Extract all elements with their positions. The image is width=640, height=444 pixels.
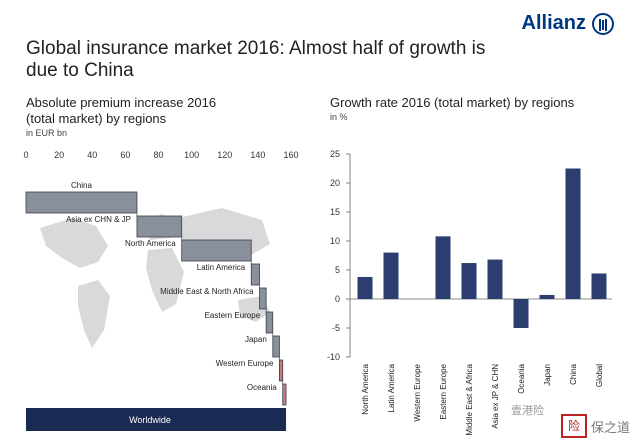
left-x-tick-label: 160 [283,150,298,160]
left-x-tick-label: 120 [217,150,232,160]
growth-bar [383,252,399,299]
growth-bar [461,263,477,299]
waterfall-category-label: North America [125,239,176,248]
left-x-tick-label: 140 [250,150,265,160]
growth-category-label: Global [595,364,604,387]
growth-category-label: Western Europe [413,363,422,421]
waterfall-category-label: Asia ex CHN & JP [66,215,131,224]
waterfall-category-label: Eastern Europe [205,311,261,320]
growth-bar [565,168,581,299]
waterfall-bar [136,215,183,238]
waterfall-bar [25,191,138,214]
right-y-tick-label: 0 [335,294,340,304]
waterfall-category-label: Worldwide [129,415,171,425]
brand: Allianz [522,12,614,35]
growth-bar [435,236,451,299]
growth-category-label: China [569,363,578,384]
waterfall-bar [250,263,260,286]
waterfall-category-label: China [71,181,92,190]
allianz-logo-icon [592,12,614,35]
growth-category-label: North America [361,363,370,414]
waterfall-category-label: Latin America [197,263,246,272]
waterfall-bar [265,311,274,334]
waterfall-bar [279,359,284,382]
waterfall-category-label: Western Europe [216,359,274,368]
left-x-tick-label: 80 [153,150,163,160]
left-x-tick-label: 40 [87,150,97,160]
site-watermark: 险 保之道 [560,414,630,438]
growth-bar [357,276,373,299]
right-y-tick-label: -10 [327,352,340,362]
wechat-watermark: 壹港险 [511,402,544,418]
waterfall-bar [259,287,267,310]
waterfall-bar [181,239,252,262]
growth-category-label: Middle East & Africa [465,363,474,435]
left-x-tick-label: 0 [23,150,28,160]
right-chart-unit: in % [330,112,348,122]
left-x-tick-label: 60 [120,150,130,160]
left-x-tick-label: 100 [184,150,199,160]
growth-bar [487,259,503,299]
wechat-label: 壹港险 [511,405,544,417]
growth-category-label: Eastern Europe [439,363,448,419]
growth-category-label: Latin America [387,363,396,412]
page-title: Global insurance market 2016: Almost hal… [26,38,486,81]
right-y-tick-label: -5 [332,323,340,333]
world-map-shape [146,248,184,312]
right-chart-title: Growth rate 2016 (total market) by regio… [330,95,575,110]
site-name: 保之道 [590,419,630,435]
growth-bar [591,273,607,299]
growth-category-label: Oceania [517,363,526,393]
right-y-tick-label: 10 [330,236,340,246]
right-y-tick-label: 20 [330,178,340,188]
waterfall-bar [282,383,287,406]
world-map-shape [78,280,110,348]
waterfall-category-label: Japan [245,335,267,344]
waterfall-category-label: Oceania [247,383,277,392]
waterfall-category-label: Middle East & North Africa [160,287,254,296]
site-logo-icon: 险 [560,414,587,438]
right-y-tick-label: 5 [335,265,340,275]
brand-name: Allianz [521,12,586,34]
left-chart-unit: in EUR bn [26,128,68,138]
left-x-tick-label: 20 [54,150,64,160]
right-y-tick-label: 25 [330,149,340,159]
world-map-shape [40,218,108,268]
waterfall-bar [26,408,287,431]
growth-category-label: Japan [543,364,552,386]
waterfall-bar [272,335,280,358]
right-y-tick-label: 15 [330,207,340,217]
growth-bar [513,299,529,328]
left-chart-title: Absolute premium increase 2016 (total ma… [26,95,217,126]
growth-category-label: Asia ex JP & CHN [491,364,500,429]
growth-bar [539,294,555,299]
